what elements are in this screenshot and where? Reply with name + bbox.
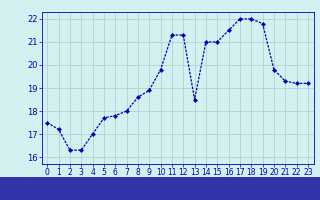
X-axis label: Graphe des températures (°c): Graphe des températures (°c) — [90, 181, 266, 192]
